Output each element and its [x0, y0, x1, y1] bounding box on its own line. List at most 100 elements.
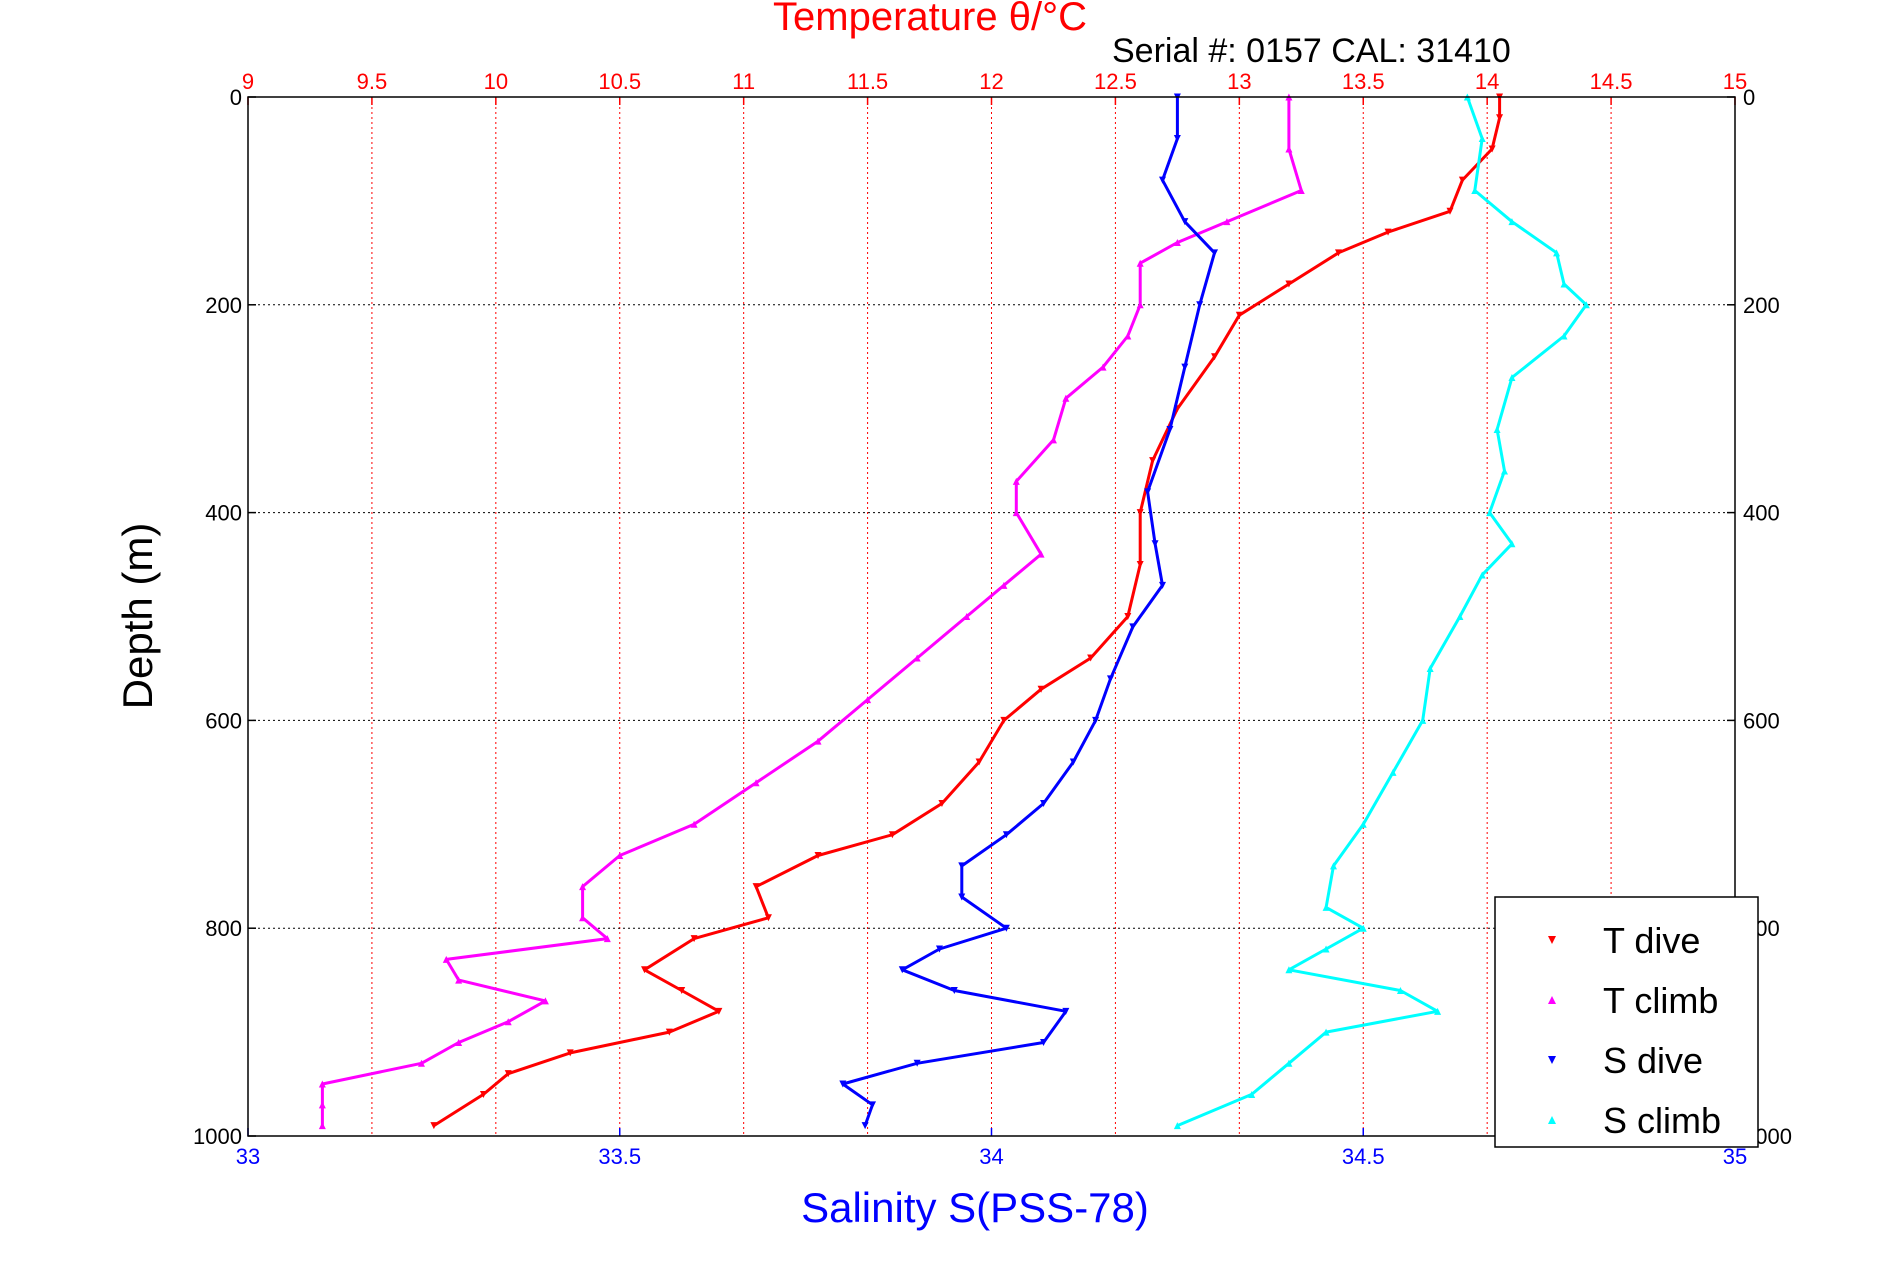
data-point	[869, 1101, 877, 1109]
data-point	[950, 987, 958, 995]
legend-label: S dive	[1603, 1040, 1703, 1081]
data-point	[1087, 654, 1095, 662]
top-tick-label: 10.5	[598, 69, 641, 94]
data-point	[1159, 176, 1167, 184]
data-point	[1478, 571, 1486, 579]
data-point	[1159, 581, 1167, 589]
data-point	[1359, 924, 1367, 932]
data-point	[1508, 218, 1516, 226]
data-point	[1211, 249, 1219, 257]
data-point	[690, 935, 698, 943]
legend-label: T climb	[1603, 980, 1718, 1021]
data-point	[958, 862, 966, 870]
data-point	[616, 851, 624, 859]
left-tick-label: 800	[205, 916, 242, 941]
data-point	[935, 945, 943, 953]
data-point	[1582, 301, 1590, 309]
data-point	[1496, 114, 1504, 122]
top-tick-label: 11	[732, 69, 755, 94]
data-point	[1124, 332, 1132, 340]
data-point	[1396, 987, 1404, 995]
data-point	[764, 914, 772, 922]
data-point	[318, 1080, 326, 1088]
series-s-climb	[1173, 93, 1590, 1130]
data-point	[678, 987, 686, 995]
data-point	[603, 935, 611, 943]
data-point	[1434, 1007, 1442, 1015]
data-point	[430, 1122, 438, 1130]
data-point	[839, 1080, 847, 1088]
data-point	[1285, 280, 1293, 288]
data-point	[1037, 685, 1045, 693]
data-point	[1560, 332, 1568, 340]
data-point	[1248, 1090, 1256, 1098]
data-point	[1173, 135, 1181, 143]
top-tick-label: 14	[1475, 69, 1499, 94]
data-point	[1136, 301, 1144, 309]
legend: T dive T climb S dive S climb	[1494, 896, 1759, 1148]
data-point	[1166, 425, 1174, 433]
data-point	[1389, 768, 1397, 776]
data-point	[1000, 581, 1008, 589]
data-point	[1002, 831, 1010, 839]
data-point	[479, 1090, 487, 1098]
data-point	[318, 1101, 326, 1109]
data-point	[1486, 509, 1494, 517]
data-point	[665, 1028, 673, 1036]
top-tick-label: 14.5	[1590, 69, 1633, 94]
data-point	[1002, 924, 1010, 932]
top-tick-label: 10	[484, 69, 508, 94]
data-point	[1456, 613, 1464, 620]
data-point	[1235, 311, 1243, 319]
chart-title: Temperature θ/°C	[773, 0, 1087, 39]
series-s-dive	[839, 93, 1219, 1130]
data-point	[898, 966, 906, 974]
legend-box	[1494, 896, 1759, 1148]
top-tick-label: 9	[242, 69, 254, 94]
data-point	[1106, 675, 1114, 683]
left-tick-label: 600	[205, 708, 242, 733]
data-point	[1136, 509, 1144, 517]
data-point	[864, 696, 872, 704]
data-point	[1196, 301, 1204, 309]
data-point	[958, 893, 966, 901]
bottom-tick-label: 34	[979, 1144, 1003, 1169]
data-point	[1322, 903, 1330, 911]
data-point	[938, 800, 946, 808]
data-point	[1458, 176, 1466, 184]
data-point	[1012, 477, 1020, 485]
data-point	[1062, 1007, 1070, 1015]
series-t-climb	[318, 93, 1305, 1130]
data-point	[1049, 436, 1057, 444]
legend-marker	[1548, 996, 1556, 1004]
data-point	[975, 758, 983, 766]
data-point	[1040, 1038, 1048, 1046]
data-point	[1099, 363, 1107, 371]
series-line-s-climb	[1176, 96, 1588, 1127]
data-point	[1471, 187, 1479, 195]
data-point	[913, 654, 921, 662]
data-point	[1181, 218, 1189, 226]
left-tick-label: 1000	[193, 1124, 242, 1149]
data-point	[752, 883, 760, 891]
data-point	[814, 737, 822, 745]
axis-ticks: 9 9.5 10 10.5 11 11.5 12 12.5 13 13.5 14 14.5 15 33 33…	[193, 69, 1792, 1169]
left-tick-label: 0	[230, 85, 242, 110]
data-point	[1173, 238, 1181, 246]
data-point	[318, 1122, 326, 1130]
data-point	[1223, 218, 1231, 226]
top-tick-label: 12.5	[1094, 69, 1137, 94]
data-point	[1181, 363, 1189, 371]
data-series	[318, 93, 1590, 1130]
data-point	[1285, 145, 1293, 153]
series-t-dive	[430, 93, 1504, 1130]
data-point	[1493, 425, 1501, 433]
data-point	[504, 1070, 512, 1078]
data-point	[1553, 249, 1561, 257]
data-point	[752, 779, 760, 787]
data-point	[504, 1018, 512, 1026]
data-point	[1384, 228, 1392, 236]
data-point	[566, 1049, 574, 1057]
data-point	[1508, 374, 1516, 382]
